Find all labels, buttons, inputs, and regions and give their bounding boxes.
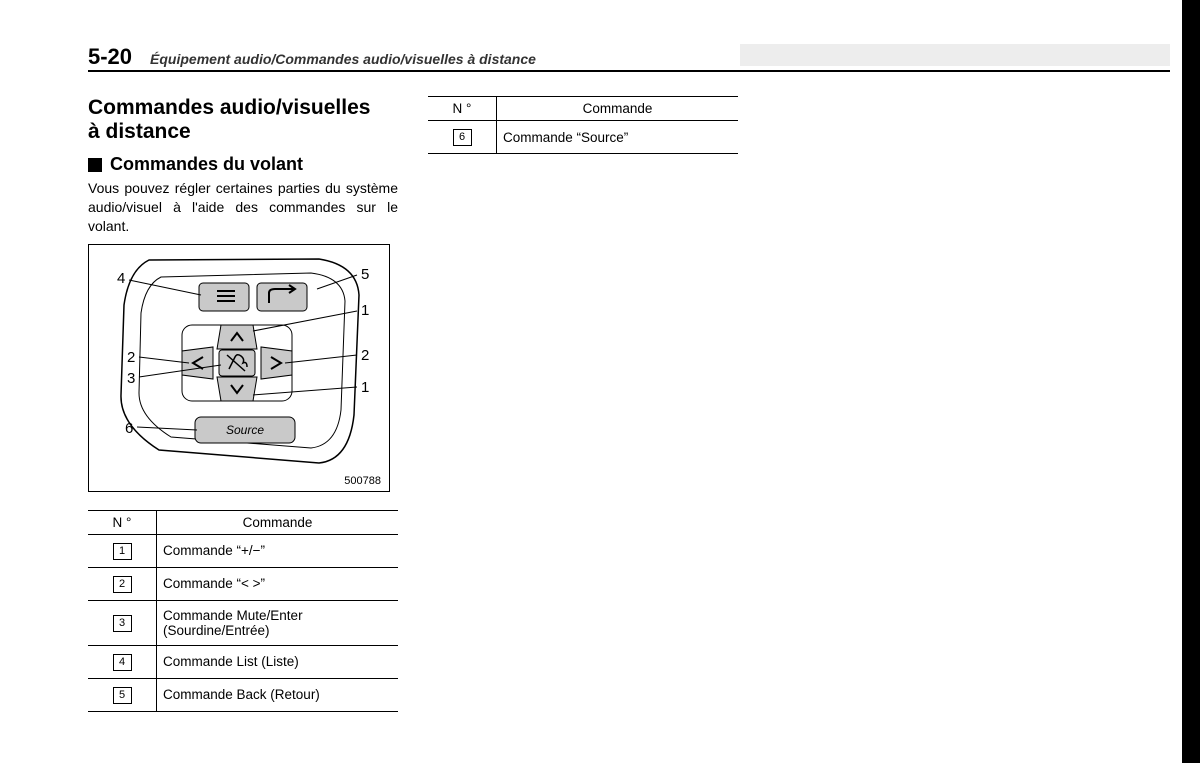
svg-text:Source: Source xyxy=(226,423,264,437)
row-command-cell: Commande “+/−” xyxy=(157,534,399,567)
svg-text:6: 6 xyxy=(125,420,133,437)
section-title-line2: à distance xyxy=(88,120,191,143)
section-title-line1: Commandes audio/visuelles xyxy=(88,96,370,119)
svg-text:4: 4 xyxy=(117,270,125,287)
svg-text:1: 1 xyxy=(361,302,369,319)
svg-text:5: 5 xyxy=(361,266,369,283)
table-header-num: N ° xyxy=(88,510,157,534)
table-row: 3 Commande Mute/Enter (Sourdine/Entrée) xyxy=(88,600,398,645)
table-header-num: N ° xyxy=(428,97,497,121)
page-number: 5-20 xyxy=(88,44,132,70)
boxed-number: 6 xyxy=(453,129,472,146)
column-left: Commandes audio/visuelles à distance Com… xyxy=(88,96,398,712)
row-command-cell: Commande “Source” xyxy=(497,121,739,154)
commands-table-2: N ° Commande 6 Commande “Source” xyxy=(428,96,738,154)
svg-text:1: 1 xyxy=(361,379,369,396)
row-number-cell: 4 xyxy=(88,645,157,678)
table-row: 6 Commande “Source” xyxy=(428,121,738,154)
side-tab xyxy=(1182,0,1200,763)
diagram-code: 500788 xyxy=(344,475,381,487)
header-title: Équipement audio/Commandes audio/visuell… xyxy=(150,51,536,67)
commands-table-1: N ° Commande 1 Commande “+/−” 2 Commande “<… xyxy=(88,510,398,712)
boxed-number: 1 xyxy=(113,543,132,560)
row-command-cell: Commande “< >” xyxy=(157,567,399,600)
row-command-cell: Commande List (Liste) xyxy=(157,645,399,678)
row-number-cell: 5 xyxy=(88,678,157,711)
square-bullet-icon xyxy=(88,158,102,172)
column-right: N ° Commande 6 Commande “Source” xyxy=(428,96,738,712)
table-row: 4 Commande List (Liste) xyxy=(88,645,398,678)
boxed-number: 3 xyxy=(113,615,132,632)
boxed-number: 4 xyxy=(113,654,132,671)
svg-text:2: 2 xyxy=(127,349,135,366)
section-title: Commandes audio/visuelles à distance xyxy=(88,96,398,144)
row-number-cell: 1 xyxy=(88,534,157,567)
subsection-heading: Commandes du volant xyxy=(88,154,398,175)
svg-text:3: 3 xyxy=(127,370,135,387)
table-header-cmd: Commande xyxy=(497,97,739,121)
subsection-title: Commandes du volant xyxy=(110,154,303,175)
row-number-cell: 3 xyxy=(88,600,157,645)
content: Commandes audio/visuelles à distance Com… xyxy=(88,96,788,712)
boxed-number: 2 xyxy=(113,576,132,593)
table-header-cmd: Commande xyxy=(157,510,399,534)
row-number-cell: 2 xyxy=(88,567,157,600)
table-row: 2 Commande “< >” xyxy=(88,567,398,600)
table-row: 1 Commande “+/−” xyxy=(88,534,398,567)
svg-text:2: 2 xyxy=(361,347,369,364)
row-command-cell: Commande Back (Retour) xyxy=(157,678,399,711)
steering-wheel-diagram: Source 4 5 1 xyxy=(88,244,390,492)
boxed-number: 5 xyxy=(113,687,132,704)
row-number-cell: 6 xyxy=(428,121,497,154)
page-header: 5-20 Équipement audio/Commandes audio/vi… xyxy=(88,44,1170,72)
intro-paragraph: Vous pouvez régler certaines parties du … xyxy=(88,179,398,236)
table-row: 5 Commande Back (Retour) xyxy=(88,678,398,711)
row-command-cell: Commande Mute/Enter (Sourdine/Entrée) xyxy=(157,600,399,645)
